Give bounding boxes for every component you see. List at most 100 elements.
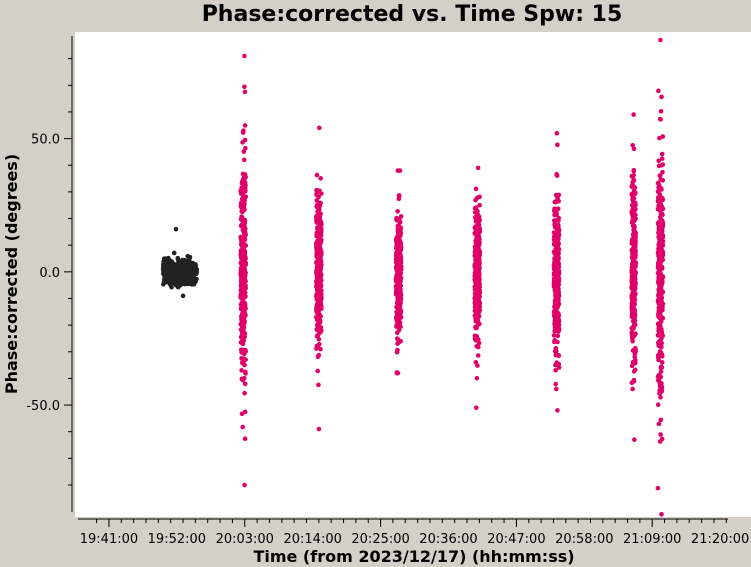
data-point xyxy=(317,312,323,318)
data-point xyxy=(318,211,323,217)
data-point xyxy=(657,238,662,244)
data-point xyxy=(631,146,637,152)
data-point xyxy=(242,362,247,368)
data-point xyxy=(629,192,635,198)
data-point xyxy=(318,304,324,309)
data-point xyxy=(656,158,662,164)
data-point xyxy=(394,318,400,324)
data-point xyxy=(395,208,400,214)
data-point xyxy=(474,280,480,286)
data-point xyxy=(656,357,661,363)
data-point xyxy=(315,368,320,374)
data-point xyxy=(395,217,401,223)
data-point xyxy=(659,360,665,365)
data-point xyxy=(655,195,661,201)
data-point xyxy=(319,191,324,196)
data-point xyxy=(656,257,662,262)
data-point xyxy=(239,222,244,228)
data-point xyxy=(240,245,246,251)
data-point xyxy=(552,256,557,261)
data-point xyxy=(242,319,248,324)
data-point xyxy=(178,263,183,269)
data-point xyxy=(473,258,479,263)
data-point xyxy=(241,356,246,362)
data-point xyxy=(178,278,183,284)
data-point xyxy=(398,214,404,219)
data-point xyxy=(475,337,481,343)
data-point xyxy=(658,365,664,370)
data-point xyxy=(394,324,399,329)
data-point xyxy=(475,363,480,368)
data-point xyxy=(316,205,322,210)
data-point xyxy=(658,336,664,342)
data-point xyxy=(555,304,560,310)
data-point xyxy=(655,485,661,491)
data-point xyxy=(553,321,558,326)
data-point xyxy=(629,380,635,386)
data-point xyxy=(239,334,244,340)
data-point xyxy=(657,192,663,197)
data-point xyxy=(191,274,196,279)
data-point xyxy=(552,264,557,270)
data-point xyxy=(656,253,661,258)
data-point xyxy=(660,353,665,359)
data-point xyxy=(631,234,637,240)
data-point xyxy=(477,218,482,223)
data-point xyxy=(660,274,666,279)
data-point xyxy=(239,236,244,242)
data-point xyxy=(658,310,663,315)
data-point xyxy=(556,314,561,319)
data-point xyxy=(655,333,661,338)
data-point xyxy=(552,328,558,334)
data-point xyxy=(660,243,666,248)
data-point xyxy=(191,268,196,274)
data-point xyxy=(472,210,478,215)
data-point xyxy=(317,283,323,289)
data-point xyxy=(476,225,482,230)
data-point xyxy=(631,258,636,264)
data-point xyxy=(242,226,247,231)
data-point xyxy=(554,360,560,365)
data-point xyxy=(554,171,559,177)
data-point xyxy=(240,350,246,355)
data-point xyxy=(180,293,186,299)
data-point xyxy=(473,318,479,324)
data-point xyxy=(659,156,665,161)
data-point xyxy=(472,253,478,258)
data-point xyxy=(183,266,189,272)
data-point xyxy=(475,241,480,246)
data-point xyxy=(316,325,322,330)
data-point xyxy=(659,305,665,311)
data-point xyxy=(316,426,322,432)
data-point xyxy=(318,346,323,352)
data-point xyxy=(238,253,244,258)
data-point xyxy=(552,199,558,205)
data-point xyxy=(553,367,558,373)
data-point xyxy=(633,190,638,196)
data-point xyxy=(655,402,661,408)
data-point xyxy=(398,314,404,319)
data-point xyxy=(473,293,478,299)
data-point xyxy=(659,151,665,157)
data-point xyxy=(555,259,561,264)
data-point xyxy=(555,326,561,332)
data-point xyxy=(632,437,637,443)
data-point xyxy=(660,280,665,286)
data-point xyxy=(630,203,635,208)
data-point xyxy=(473,307,479,313)
data-point xyxy=(659,315,665,321)
data-point xyxy=(241,181,247,187)
data-point xyxy=(318,266,323,272)
data-point xyxy=(658,394,663,400)
data-point xyxy=(318,329,323,335)
data-point xyxy=(631,306,637,312)
data-point xyxy=(241,259,247,264)
data-point xyxy=(317,250,323,255)
data-point xyxy=(556,233,562,238)
data-point xyxy=(629,211,635,216)
data-point xyxy=(656,353,661,359)
data-point xyxy=(632,345,638,351)
data-point xyxy=(555,264,561,270)
data-point xyxy=(394,272,400,277)
data-point xyxy=(314,279,319,285)
